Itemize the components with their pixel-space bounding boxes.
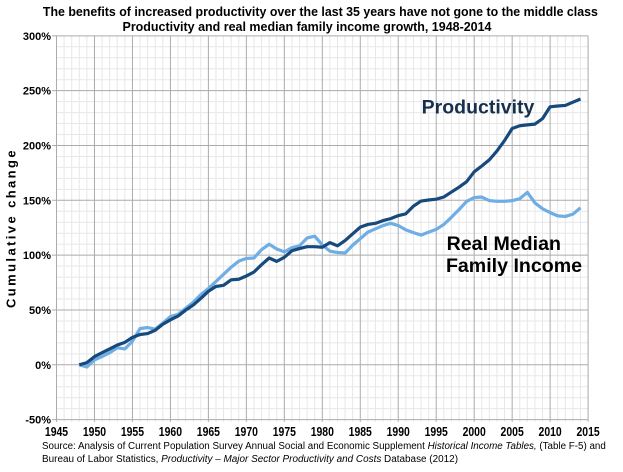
svg-text:1990: 1990 xyxy=(387,425,410,439)
svg-text:Source: Analysis of Current P: Source: Analysis of Current Population S… xyxy=(42,441,606,452)
svg-text:1955: 1955 xyxy=(121,425,144,439)
svg-text:Productivity and real median f: Productivity and real median family inco… xyxy=(123,19,493,34)
svg-text:200%: 200% xyxy=(23,140,51,152)
svg-text:The benefits of increased prod: The benefits of increased productivity o… xyxy=(43,4,598,19)
svg-text:300%: 300% xyxy=(23,31,51,43)
svg-text:2000: 2000 xyxy=(463,425,486,439)
svg-text:1950: 1950 xyxy=(83,425,106,439)
svg-text:150%: 150% xyxy=(23,195,51,207)
svg-text:2005: 2005 xyxy=(501,425,524,439)
svg-text:-50%: -50% xyxy=(25,415,51,427)
svg-text:2015: 2015 xyxy=(577,425,600,439)
svg-text:1945: 1945 xyxy=(45,425,68,439)
svg-text:50%: 50% xyxy=(29,305,51,317)
svg-text:Cumulative change: Cumulative change xyxy=(4,148,19,308)
svg-text:Productivity: Productivity xyxy=(422,97,535,119)
svg-text:250%: 250% xyxy=(23,86,51,98)
svg-text:1960: 1960 xyxy=(159,425,182,439)
svg-text:1970: 1970 xyxy=(235,425,258,439)
svg-text:0%: 0% xyxy=(35,360,51,372)
svg-text:1985: 1985 xyxy=(349,425,372,439)
svg-text:1995: 1995 xyxy=(425,425,448,439)
svg-text:1965: 1965 xyxy=(197,425,220,439)
svg-text:Bureau of Labor Statistics, Pr: Bureau of Labor Statistics, Productivity… xyxy=(42,454,458,465)
svg-text:2010: 2010 xyxy=(539,425,562,439)
svg-text:1980: 1980 xyxy=(311,425,334,439)
svg-text:Real Median: Real Median xyxy=(447,233,561,255)
svg-text:1975: 1975 xyxy=(273,425,296,439)
svg-text:100%: 100% xyxy=(23,250,51,262)
svg-text:Family Income: Family Income xyxy=(446,255,582,277)
